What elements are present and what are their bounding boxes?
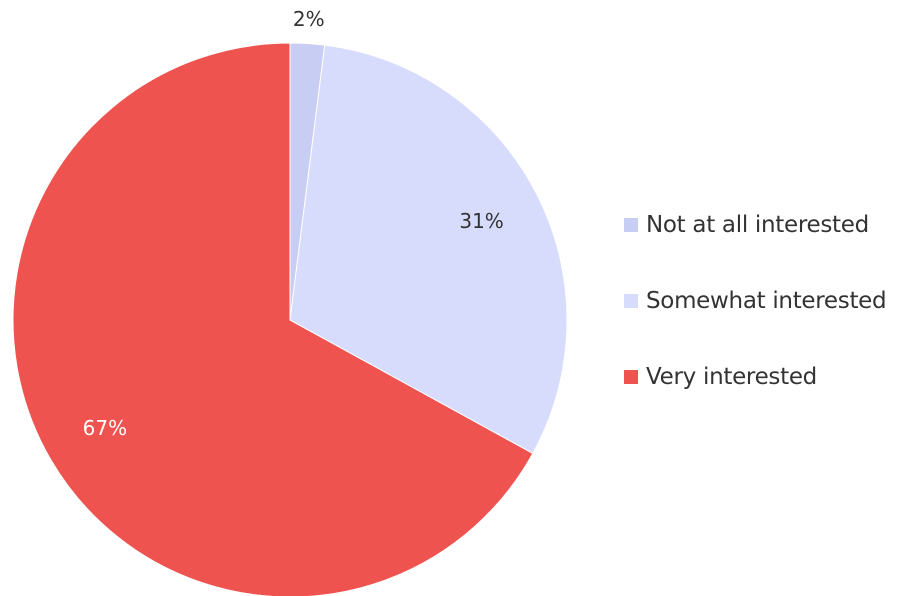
legend-label: Very interested [646, 364, 817, 390]
legend-label: Somewhat interested [646, 288, 887, 314]
legend-label: Not at all interested [646, 212, 869, 238]
legend-item-not-at-all-interested[interactable]: Not at all interested [624, 203, 918, 247]
legend-swatch [624, 294, 638, 308]
pie-slices [12, 42, 568, 596]
pie-slice-value-label: 2% [293, 7, 325, 31]
chart-legend: Not at all interested Somewhat intereste… [624, 203, 918, 431]
legend-swatch [624, 370, 638, 384]
pie-slice-value-label: 31% [459, 209, 503, 233]
legend-item-very-interested[interactable]: Very interested [624, 355, 918, 399]
legend-swatch [624, 218, 638, 232]
pie-slice-labels: 2% 31% 67% [83, 7, 504, 440]
pie-slice-value-label: 67% [83, 416, 127, 440]
pie-slice-very-interested[interactable] [12, 42, 534, 596]
pie-slice-somewhat-interested[interactable] [289, 44, 568, 455]
legend-item-somewhat-interested[interactable]: Somewhat interested [624, 279, 918, 323]
